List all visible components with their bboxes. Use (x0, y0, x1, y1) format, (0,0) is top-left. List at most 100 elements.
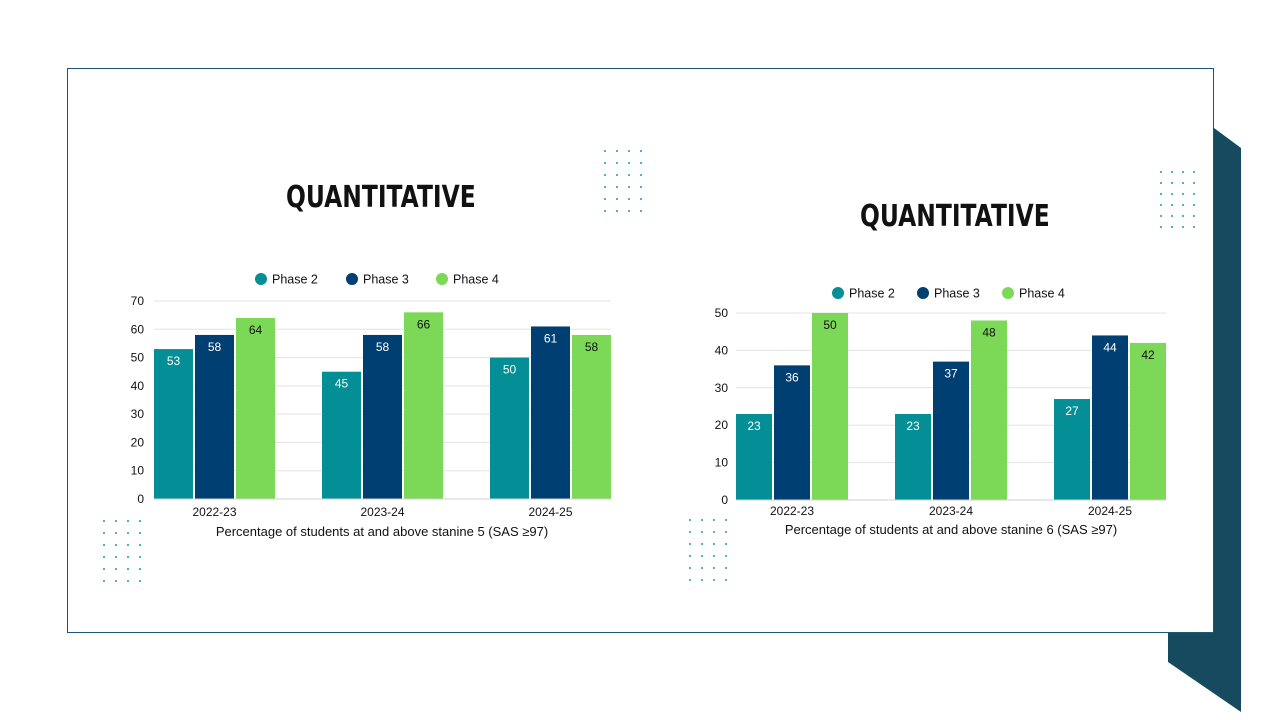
legend-marker (346, 273, 358, 285)
dot (725, 531, 727, 533)
bar (1092, 335, 1128, 500)
x-category-label: 2022-23 (770, 504, 814, 518)
dot (640, 150, 642, 152)
dot (713, 531, 715, 533)
dot (1171, 215, 1173, 217)
legend-label: Phase 3 (363, 273, 409, 287)
y-tick-label: 70 (131, 294, 145, 308)
dot (725, 567, 727, 569)
dot (616, 210, 618, 212)
dot (604, 150, 606, 152)
legend-label: Phase 2 (849, 287, 895, 301)
y-tick-label: 10 (715, 456, 729, 470)
dot (616, 198, 618, 200)
data-label: 50 (823, 318, 837, 332)
dot (701, 579, 703, 581)
bar (933, 361, 969, 500)
data-label: 66 (417, 317, 431, 331)
legend-label: Phase 2 (272, 273, 318, 287)
dot (701, 531, 703, 533)
dot (1171, 204, 1173, 206)
y-tick-label: 0 (137, 492, 144, 506)
dot (701, 555, 703, 557)
dot (640, 210, 642, 212)
dot (115, 544, 117, 546)
dot (1171, 226, 1173, 228)
x-category-label: 2022-23 (192, 505, 236, 519)
x-axis-title: Percentage of students at and above stan… (785, 522, 1117, 537)
dot (713, 579, 715, 581)
dot (127, 520, 129, 522)
x-axis-title: Percentage of students at and above stan… (216, 524, 548, 539)
dot (616, 174, 618, 176)
dot (103, 556, 105, 558)
dot (701, 519, 703, 521)
dot (1160, 193, 1162, 195)
dot (1193, 182, 1195, 184)
data-label: 36 (785, 370, 799, 384)
bar (572, 334, 611, 499)
legend-label: Phase 3 (934, 287, 980, 301)
dot (139, 520, 141, 522)
dot (139, 532, 141, 534)
dot (115, 532, 117, 534)
dot (713, 567, 715, 569)
dot (127, 532, 129, 534)
data-label: 58 (585, 340, 599, 354)
y-tick-label: 0 (721, 493, 728, 507)
dot (604, 174, 606, 176)
bar (154, 349, 193, 499)
dot (616, 186, 618, 188)
dot (628, 162, 630, 164)
dot (1193, 193, 1195, 195)
legend-marker (436, 273, 448, 285)
dot (1182, 215, 1184, 217)
legend-label: Phase 4 (1019, 287, 1065, 301)
dot (127, 556, 129, 558)
dot (1193, 171, 1195, 173)
dot (103, 544, 105, 546)
dot (1182, 182, 1184, 184)
data-label: 44 (1103, 340, 1117, 354)
y-tick-label: 50 (131, 351, 145, 365)
dot-grid-decoration (604, 150, 642, 212)
dot (139, 556, 141, 558)
dot (725, 519, 727, 521)
dot (628, 150, 630, 152)
dot (628, 186, 630, 188)
dot (640, 162, 642, 164)
dot (713, 519, 715, 521)
dot (616, 162, 618, 164)
dot (628, 198, 630, 200)
bar (236, 317, 275, 499)
dot (103, 580, 105, 582)
dot (127, 568, 129, 570)
dot (1160, 204, 1162, 206)
dot (689, 519, 691, 521)
dot (103, 532, 105, 534)
dot (689, 531, 691, 533)
data-label: 50 (503, 363, 517, 377)
dot (1182, 226, 1184, 228)
y-tick-label: 50 (715, 306, 729, 320)
data-label: 64 (249, 323, 263, 337)
dot (1160, 171, 1162, 173)
legend-marker (255, 273, 267, 285)
legend-marker (1002, 287, 1014, 299)
dot (604, 210, 606, 212)
x-category-label: 2023-24 (360, 505, 404, 519)
bar (895, 413, 931, 500)
dot (628, 210, 630, 212)
x-category-label: 2024-25 (1088, 504, 1132, 518)
dot (1171, 171, 1173, 173)
chart-title-left: QUANTITATIVE (286, 180, 476, 215)
dot (640, 174, 642, 176)
dot (689, 567, 691, 569)
dot (725, 543, 727, 545)
bar (531, 326, 570, 499)
dot (1193, 215, 1195, 217)
y-tick-label: 30 (715, 381, 729, 395)
bar (971, 320, 1007, 500)
bar (195, 334, 234, 499)
